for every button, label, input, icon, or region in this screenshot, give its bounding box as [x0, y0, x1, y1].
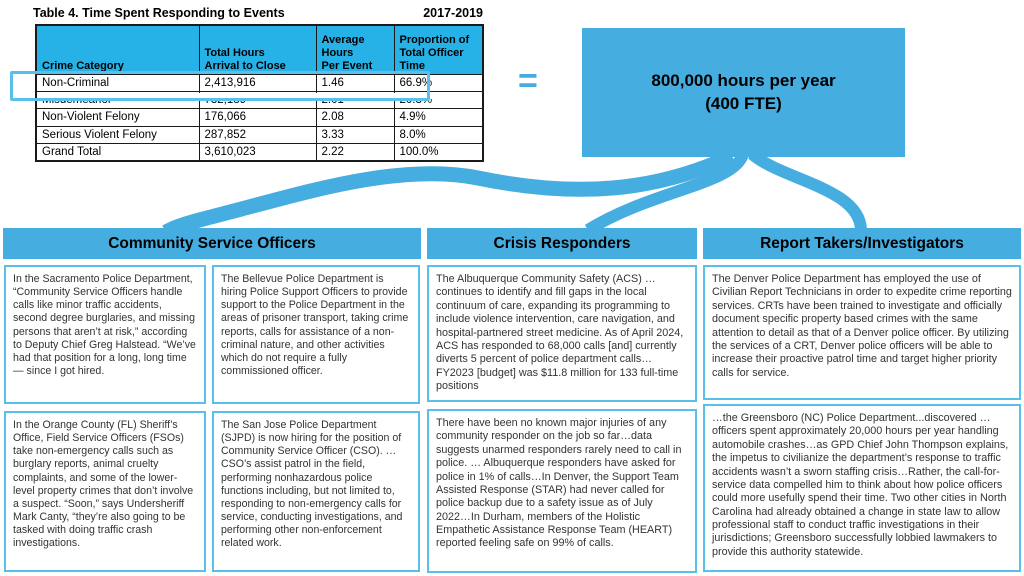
equals-sign: =: [518, 62, 538, 100]
result-line-1: 800,000 hours per year: [651, 70, 836, 90]
result-line-2: (400 FTE): [705, 93, 782, 113]
row-clip-strip: [37, 93, 480, 99]
flow-connector-left: [162, 150, 736, 234]
quote-box-denver-crt: The Denver Police Department has employe…: [703, 265, 1021, 400]
quote-box-sacramento: In the Sacramento Police Department, “Co…: [4, 265, 206, 404]
section-header-report-takers-investigators: Report Takers/Investigators: [703, 228, 1021, 259]
result-box: 800,000 hours per year (400 FTE): [582, 28, 905, 157]
table-period: 2017-2019: [423, 6, 483, 20]
quote-box-san-jose: The San Jose Police Department (SJPD) is…: [212, 411, 420, 572]
time-spent-table: Crime Category Total Hours Arrival to Cl…: [35, 24, 484, 162]
table-title: Table 4. Time Spent Responding to Events: [33, 6, 285, 20]
column-header-crime-category: Crime Category: [35, 24, 200, 75]
column-header-proportion: Proportion of Total Officer Time: [393, 24, 484, 75]
section-header-crisis-responders: Crisis Responders: [427, 228, 697, 259]
table-row-non-criminal: Non-Criminal 2,413,916 1.46 66.9%: [35, 73, 484, 92]
quote-box-bellevue: The Bellevue Police Department is hiring…: [212, 265, 420, 404]
table-row-grand-total: Grand Total 3,610,023 2.22 100.0%: [35, 143, 484, 162]
quote-box-albuquerque-acs: The Albuquerque Community Safety (ACS) ……: [427, 265, 697, 402]
flow-connector-right: [748, 150, 867, 231]
flow-connectors: [162, 150, 867, 234]
flow-connector-middle: [584, 151, 749, 234]
column-header-average-hours: Average Hours Per Event: [315, 24, 395, 75]
quote-box-responder-safety: There have been no known major injuries …: [427, 409, 697, 573]
quote-box-orange-county: In the Orange County (FL) Sheriff’s Offi…: [4, 411, 206, 572]
quote-box-greensboro: …the Greensboro (NC) Police Department..…: [703, 404, 1021, 572]
column-header-total-hours: Total Hours Arrival to Close: [198, 24, 317, 75]
section-header-community-service-officers: Community Service Officers: [3, 228, 421, 259]
non-criminal-row-highlight-box: [10, 71, 430, 101]
table-row-non-violent-felony: Non-Violent Felony 176,066 2.08 4.9%: [35, 108, 484, 127]
table-row-serious-violent-felony: Serious Violent Felony 287,852 3.33 8.0%: [35, 125, 484, 145]
table-header-row: Crime Category Total Hours Arrival to Cl…: [35, 24, 484, 75]
table-caption: Table 4. Time Spent Responding to Events…: [33, 6, 483, 20]
